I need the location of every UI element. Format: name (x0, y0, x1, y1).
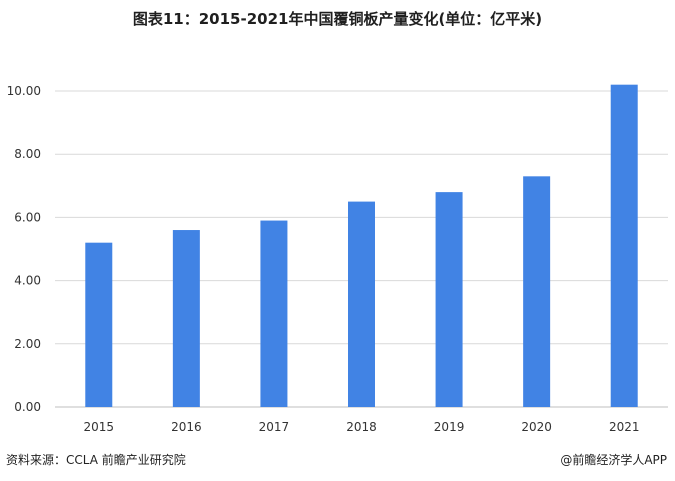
y-tick-label: 10.00 (7, 84, 41, 98)
x-tick-label: 2017 (259, 420, 290, 434)
bar-2016 (172, 230, 200, 407)
y-tick-label: 8.00 (14, 147, 41, 161)
bar-2015 (85, 242, 113, 407)
x-tick-label: 2019 (434, 420, 465, 434)
bar-2017 (260, 220, 288, 407)
y-tick-label: 2.00 (14, 337, 41, 351)
x-tick-label: 2018 (346, 420, 377, 434)
y-tick-label: 4.00 (14, 274, 41, 288)
x-tick-label: 2016 (171, 420, 202, 434)
bar-2019 (435, 192, 463, 407)
bar-2018 (348, 201, 375, 407)
x-tick-label: 2020 (521, 420, 552, 434)
chart-title: 图表11：2015-2021年中国覆铜板产量变化(单位：亿平米) (132, 10, 543, 28)
source-note: 资料来源：CCLA 前瞻产业研究院 (6, 453, 186, 467)
x-tick-label: 2021 (609, 420, 640, 434)
y-tick-label: 0.00 (14, 400, 41, 414)
credit-note: @前瞻经济学人APP (560, 453, 667, 467)
x-tick-label: 2015 (84, 420, 115, 434)
y-tick-label: 6.00 (14, 210, 41, 224)
bar-2021 (610, 84, 638, 408)
bar-2020 (523, 176, 551, 407)
